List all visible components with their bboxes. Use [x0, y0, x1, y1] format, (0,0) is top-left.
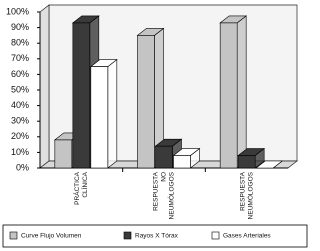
- side-wall: [39, 4, 50, 169]
- bar-group: [255, 160, 284, 169]
- bar-group: [237, 147, 266, 169]
- x-tick-label: NEUMÓLOGOS: [167, 171, 176, 219]
- legend-swatch: [9, 231, 18, 240]
- legend-swatch: [123, 231, 132, 240]
- y-tick-label: 90%: [11, 22, 29, 32]
- y-tick-label: 40%: [11, 100, 29, 110]
- x-tick-label: RESPUESTA: [153, 171, 160, 211]
- legend-label: Gases Arteriales: [223, 233, 271, 240]
- y-tick-label: 100%: [6, 6, 29, 16]
- bar-top: [255, 160, 284, 169]
- bar: [155, 145, 173, 169]
- bar-group: [219, 15, 248, 169]
- legend-box: [2, 224, 308, 248]
- bar: [54, 139, 73, 169]
- y-tick-label: 60%: [11, 69, 29, 79]
- bar: [72, 22, 91, 169]
- legend-swatch: [211, 231, 220, 240]
- bar: [90, 66, 109, 169]
- legend-label: Curve Flujo Volumen: [21, 233, 82, 240]
- x-tick-label: NEUMÓLOGOS: [245, 171, 254, 219]
- bar: [237, 155, 256, 169]
- bar: [173, 155, 191, 169]
- y-tick-label: 80%: [11, 38, 29, 48]
- x-tick-label: PRÁCTICA: [72, 171, 81, 205]
- bar: [137, 35, 155, 169]
- y-tick-label: 70%: [11, 53, 29, 63]
- y-tick-label: 20%: [11, 131, 29, 141]
- bar-group: [172, 147, 201, 169]
- y-tick-label: 0%: [16, 162, 29, 172]
- bar-side: [236, 15, 247, 169]
- x-tick-label: CLÍNICA: [80, 171, 89, 197]
- legend-label: Rayos X Tórax: [135, 233, 179, 240]
- bar-group: [89, 58, 118, 169]
- bar: [219, 22, 238, 169]
- x-tick-label: NO: [161, 172, 168, 182]
- y-tick-label: 50%: [11, 84, 29, 94]
- y-tick-label: 30%: [11, 116, 29, 126]
- y-tick-label: 10%: [11, 147, 29, 157]
- x-tick-label: RESPUESTA: [239, 171, 246, 211]
- bar-side: [107, 58, 118, 169]
- chart: 0% 10% 20% 30% 40% 50% 60% 70% 80% 90% 100% PRÁCTIC…: [2, 4, 308, 248]
